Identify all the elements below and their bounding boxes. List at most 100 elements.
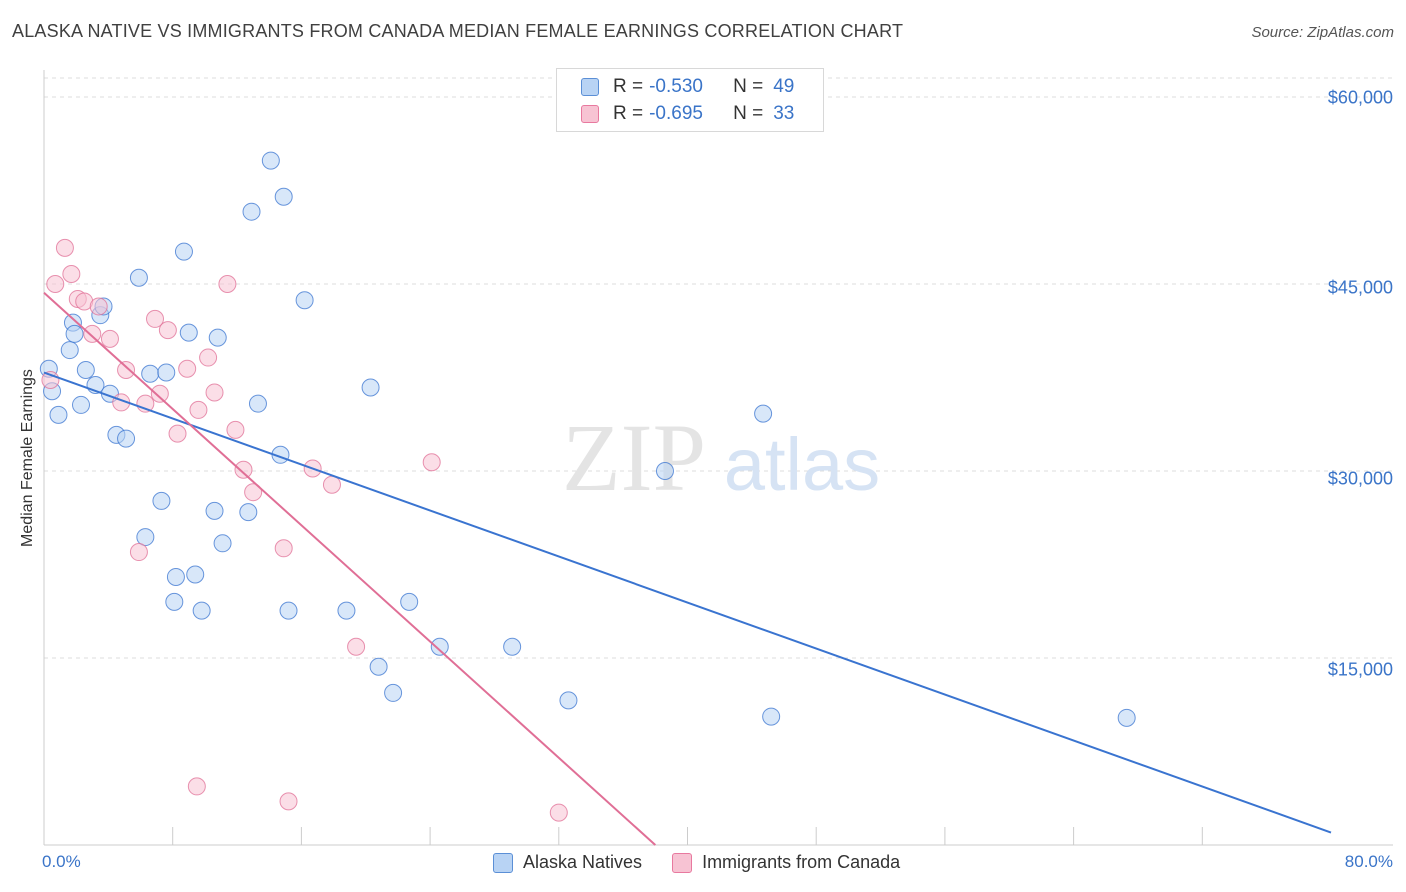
point-alaska-natives	[754, 404, 773, 423]
legend-swatch-canada	[672, 852, 693, 873]
point-alaska-natives	[384, 683, 403, 702]
point-alaska-natives	[166, 567, 185, 586]
point-alaska-natives	[60, 341, 79, 360]
point-alaska-natives	[248, 394, 267, 413]
n-label: N =	[733, 76, 764, 97]
point-alaska-natives	[279, 601, 298, 620]
point-immigrants-canada	[279, 792, 298, 811]
watermark-zip: ZIP	[562, 404, 706, 511]
point-immigrants-canada	[244, 483, 263, 502]
point-alaska-natives	[559, 691, 578, 710]
point-alaska-natives	[165, 592, 184, 611]
legend-swatch-canada	[581, 105, 599, 123]
y-tick-label: $60,000	[1327, 87, 1393, 108]
axes	[43, 70, 1393, 846]
watermark: ZIP atlas	[562, 404, 880, 511]
r-value-canada: -0.695	[649, 103, 703, 124]
series-legend: Alaska Natives Immigrants from Canada	[493, 852, 930, 873]
trend-line-immigrants-canada	[43, 291, 656, 846]
legend-row-canada: R = -0.695 N = 33	[581, 103, 794, 125]
point-immigrants-canada	[218, 275, 237, 293]
legend-label-canada: Immigrants from Canada	[702, 852, 901, 872]
point-alaska-natives	[65, 324, 84, 343]
point-alaska-natives	[400, 592, 419, 611]
point-alaska-natives	[76, 361, 95, 380]
point-immigrants-canada	[117, 361, 136, 380]
legend-swatch-alaska	[493, 852, 513, 873]
n-label: N =	[733, 103, 764, 124]
point-alaska-natives	[49, 405, 68, 424]
point-alaska-natives	[762, 707, 781, 726]
point-alaska-natives	[261, 151, 280, 170]
point-immigrants-canada	[422, 453, 441, 472]
point-alaska-natives	[179, 323, 198, 342]
x-tick-label-max: 80.0%	[1344, 852, 1393, 871]
point-alaska-natives	[72, 395, 91, 414]
point-alaska-natives	[369, 657, 388, 676]
n-value-alaska: 49	[773, 76, 795, 97]
point-alaska-natives	[129, 268, 148, 287]
point-immigrants-canada	[46, 275, 65, 293]
point-immigrants-canada	[322, 475, 341, 494]
point-alaska-natives	[208, 328, 227, 347]
n-value-canada: 33	[773, 103, 795, 124]
r-label: R =	[613, 103, 644, 124]
legend-row-alaska: R = -0.530 N = 49	[581, 76, 794, 98]
point-immigrants-canada	[83, 324, 102, 343]
point-alaska-natives	[152, 491, 171, 510]
point-immigrants-canada	[62, 265, 81, 284]
source-credit: Source: ZipAtlas.com	[1251, 24, 1394, 41]
legend-item-immigrants-canada[interactable]: Immigrants from Canada	[672, 852, 900, 873]
point-alaska-natives	[295, 291, 314, 310]
trend-lines	[43, 291, 1332, 846]
legend-label-alaska: Alaska Natives	[523, 852, 643, 872]
legend-item-alaska-natives[interactable]: Alaska Natives	[493, 852, 642, 873]
y-tick-label: $30,000	[1327, 468, 1393, 489]
point-alaska-natives	[430, 637, 449, 656]
r-label: R =	[613, 76, 644, 97]
chart-title: ALASKA NATIVE VS IMMIGRANTS FROM CANADA …	[12, 21, 904, 41]
point-immigrants-canada	[158, 321, 177, 340]
y-axis-label: Median Female Earnings	[19, 369, 36, 547]
point-immigrants-canada	[274, 539, 293, 558]
point-immigrants-canada	[189, 400, 208, 419]
point-alaska-natives	[157, 363, 176, 382]
point-immigrants-canada	[150, 384, 169, 403]
point-immigrants-canada	[347, 637, 366, 656]
x-tick-label-min: 0.0%	[42, 852, 81, 871]
point-immigrants-canada	[100, 329, 119, 348]
point-alaska-natives	[503, 637, 522, 656]
point-alaska-natives	[213, 534, 232, 553]
point-immigrants-canada	[549, 803, 568, 822]
legend-swatch-alaska	[581, 78, 599, 96]
point-immigrants-canada	[146, 309, 165, 328]
correlation-legend: R = -0.530 N = 49 R = -0.695 N = 33	[556, 68, 824, 132]
point-alaska-natives	[117, 429, 136, 448]
trend-line-alaska-natives	[43, 371, 1332, 834]
point-immigrants-canada	[234, 460, 253, 479]
y-tick-label: $15,000	[1327, 659, 1393, 680]
point-alaska-natives	[186, 565, 205, 584]
point-alaska-natives	[205, 501, 224, 520]
point-immigrants-canada	[89, 297, 108, 316]
point-alaska-natives	[242, 202, 261, 221]
point-alaska-natives	[136, 528, 155, 547]
point-immigrants-canada	[168, 424, 187, 443]
point-immigrants-canada	[199, 348, 218, 367]
grid-lines	[44, 77, 1393, 659]
point-alaska-natives	[192, 601, 211, 620]
point-alaska-natives	[361, 378, 380, 397]
point-immigrants-canada	[129, 543, 148, 562]
watermark-atlas: atlas	[724, 423, 880, 506]
point-alaska-natives	[274, 187, 293, 206]
y-tick-label: $45,000	[1327, 277, 1393, 298]
point-alaska-natives	[655, 462, 674, 480]
point-alaska-natives	[141, 364, 160, 383]
point-immigrants-canada	[178, 359, 197, 378]
point-immigrants-canada	[55, 238, 74, 257]
point-alaska-natives	[337, 601, 356, 620]
point-alaska-natives	[1117, 708, 1136, 727]
r-value-alaska: -0.530	[649, 76, 703, 97]
point-immigrants-canada	[187, 777, 206, 796]
